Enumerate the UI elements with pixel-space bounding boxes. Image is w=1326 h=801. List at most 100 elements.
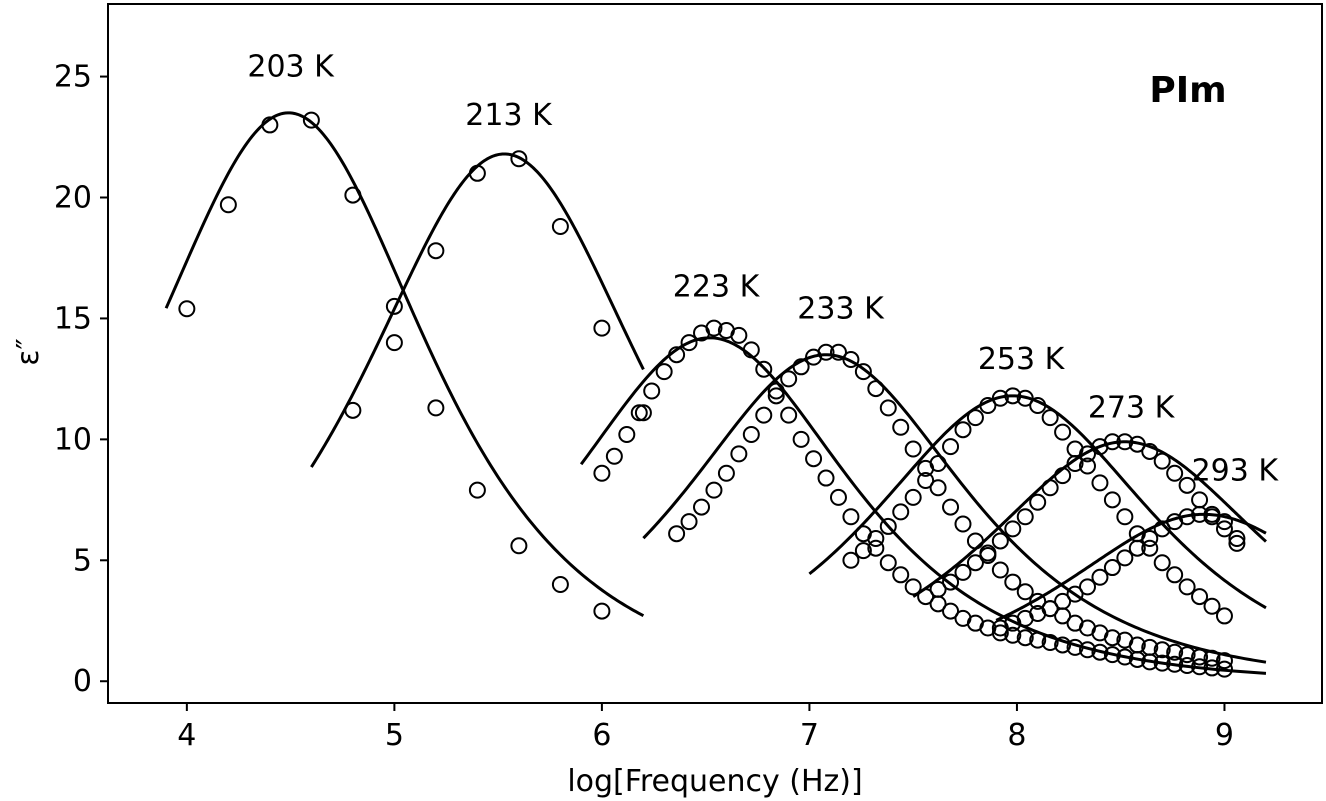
data-point (693, 498, 711, 516)
data-point (867, 539, 885, 557)
data-point (1004, 520, 1022, 538)
data-point (1191, 648, 1209, 666)
data-point (1016, 389, 1034, 407)
data-point (1066, 585, 1084, 603)
data-point (742, 341, 760, 359)
data-point (302, 111, 320, 129)
data-point (1215, 660, 1233, 678)
data-point (1029, 592, 1047, 610)
data-point (942, 498, 960, 516)
data-point (767, 382, 785, 400)
data-point (942, 573, 960, 591)
data-point (680, 513, 698, 531)
data-point (1166, 643, 1184, 661)
y-axis-title: ε″ (11, 338, 46, 365)
data-point (991, 389, 1009, 407)
data-point (1128, 435, 1146, 453)
data-point (966, 409, 984, 427)
data-point (1054, 636, 1072, 654)
data-point (829, 488, 847, 506)
data-point (742, 426, 760, 444)
data-point (1166, 566, 1184, 584)
data-point (730, 445, 748, 463)
data-point (979, 544, 997, 562)
data-point (917, 588, 935, 606)
data-point (1079, 445, 1097, 463)
data-point (1016, 629, 1034, 647)
data-point (829, 343, 847, 361)
y-tick-label: 25 (54, 60, 92, 95)
data-point (1054, 423, 1072, 441)
data-point (1141, 638, 1159, 656)
data-point (1228, 530, 1246, 548)
data-point (1016, 583, 1034, 601)
data-point (879, 399, 897, 417)
data-point (929, 455, 947, 473)
data-point (780, 370, 798, 388)
data-point (1153, 554, 1171, 572)
data-point (1153, 452, 1171, 470)
data-point (792, 358, 810, 376)
data-point (1191, 658, 1209, 676)
data-point (1215, 652, 1233, 670)
data-point (634, 404, 652, 422)
y-tick-label: 20 (54, 180, 92, 215)
data-point (1153, 520, 1171, 538)
data-point (551, 218, 569, 236)
data-point (1178, 508, 1196, 526)
fit-curve (579, 336, 1267, 675)
data-point (1041, 634, 1059, 652)
data-point (755, 406, 773, 424)
data-point (427, 242, 445, 260)
y-tick-label: 0 (73, 664, 92, 699)
data-point (1191, 491, 1209, 509)
y-tick-label: 10 (54, 422, 92, 457)
data-point (879, 517, 897, 535)
data-point (1178, 657, 1196, 675)
data-point (1041, 409, 1059, 427)
data-point (842, 351, 860, 369)
data-point (805, 450, 823, 468)
x-tick-label: 9 (1215, 718, 1234, 753)
data-point (892, 418, 910, 436)
data-point (1191, 588, 1209, 606)
data-point (854, 363, 872, 381)
data-point (385, 334, 403, 352)
data-point (1103, 559, 1121, 577)
data-point (1128, 636, 1146, 654)
data-point (904, 578, 922, 596)
data-point (1116, 508, 1134, 526)
data-point (705, 319, 723, 337)
data-point (1029, 493, 1047, 511)
data-point (892, 566, 910, 584)
data-point (1054, 592, 1072, 610)
data-point (817, 343, 835, 361)
data-point (1079, 578, 1097, 596)
data-point (510, 537, 528, 555)
data-point (717, 464, 735, 482)
fit-curve (808, 394, 1267, 610)
data-point (1153, 641, 1171, 659)
data-point (1079, 641, 1097, 659)
data-point (1029, 631, 1047, 649)
data-point (730, 326, 748, 344)
data-point (917, 471, 935, 489)
data-point (1091, 568, 1109, 586)
x-tick-label: 4 (177, 718, 196, 753)
data-point (1054, 467, 1072, 485)
data-point (854, 542, 872, 560)
data-point (867, 380, 885, 398)
plot-frame (107, 3, 1323, 704)
data-point (1066, 455, 1084, 473)
data-point (1153, 654, 1171, 672)
data-point (643, 382, 661, 400)
data-point (1004, 573, 1022, 591)
data-point (1203, 659, 1221, 677)
data-point (680, 334, 698, 352)
data-point (817, 469, 835, 487)
data-point (991, 532, 1009, 550)
data-point (593, 602, 611, 620)
data-point (1116, 433, 1134, 451)
data-point (1004, 387, 1022, 405)
